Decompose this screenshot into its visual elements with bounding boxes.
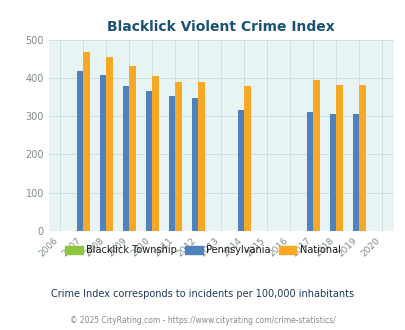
- Bar: [83, 52, 90, 231]
- Bar: [352, 114, 358, 231]
- Bar: [145, 91, 152, 231]
- Bar: [358, 85, 365, 231]
- Bar: [306, 112, 313, 231]
- Bar: [175, 82, 181, 231]
- Bar: [129, 66, 135, 231]
- Bar: [191, 98, 198, 231]
- Bar: [152, 76, 158, 231]
- Bar: [77, 71, 83, 231]
- Bar: [198, 82, 204, 231]
- Title: Blacklick Violent Crime Index: Blacklick Violent Crime Index: [107, 20, 334, 34]
- Bar: [100, 75, 106, 231]
- Bar: [122, 85, 129, 231]
- Bar: [168, 96, 175, 231]
- Text: © 2025 CityRating.com - https://www.cityrating.com/crime-statistics/: © 2025 CityRating.com - https://www.city…: [70, 316, 335, 325]
- Text: Crime Index corresponds to incidents per 100,000 inhabitants: Crime Index corresponds to incidents per…: [51, 289, 354, 299]
- Bar: [237, 111, 244, 231]
- Bar: [329, 114, 335, 231]
- Bar: [244, 86, 250, 231]
- Legend: Blacklick Township, Pennsylvania, National: Blacklick Township, Pennsylvania, Nation…: [61, 241, 344, 259]
- Bar: [313, 80, 319, 231]
- Bar: [335, 85, 342, 231]
- Bar: [106, 57, 113, 231]
